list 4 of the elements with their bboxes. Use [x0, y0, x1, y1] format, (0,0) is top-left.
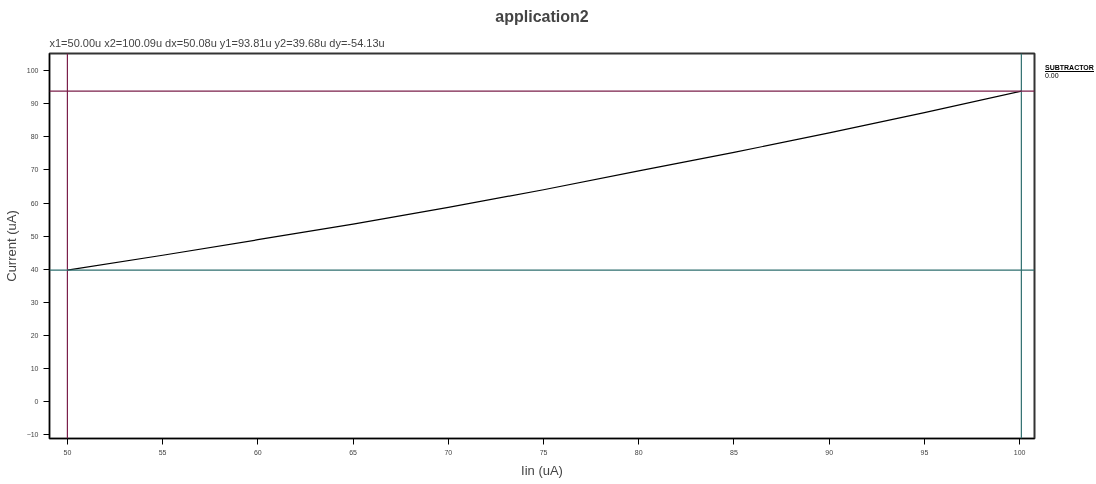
text: x1=50.00u x2=100.09u dx=50.08u y1=93.81u y2=39.68u dy=-54.13u — [49, 36, 385, 49]
y-axis-title: Current (uA) — [3, 210, 19, 282]
chart-title: application2 — [495, 7, 589, 25]
x-axis-title: Iin (uA) — [521, 462, 563, 478]
